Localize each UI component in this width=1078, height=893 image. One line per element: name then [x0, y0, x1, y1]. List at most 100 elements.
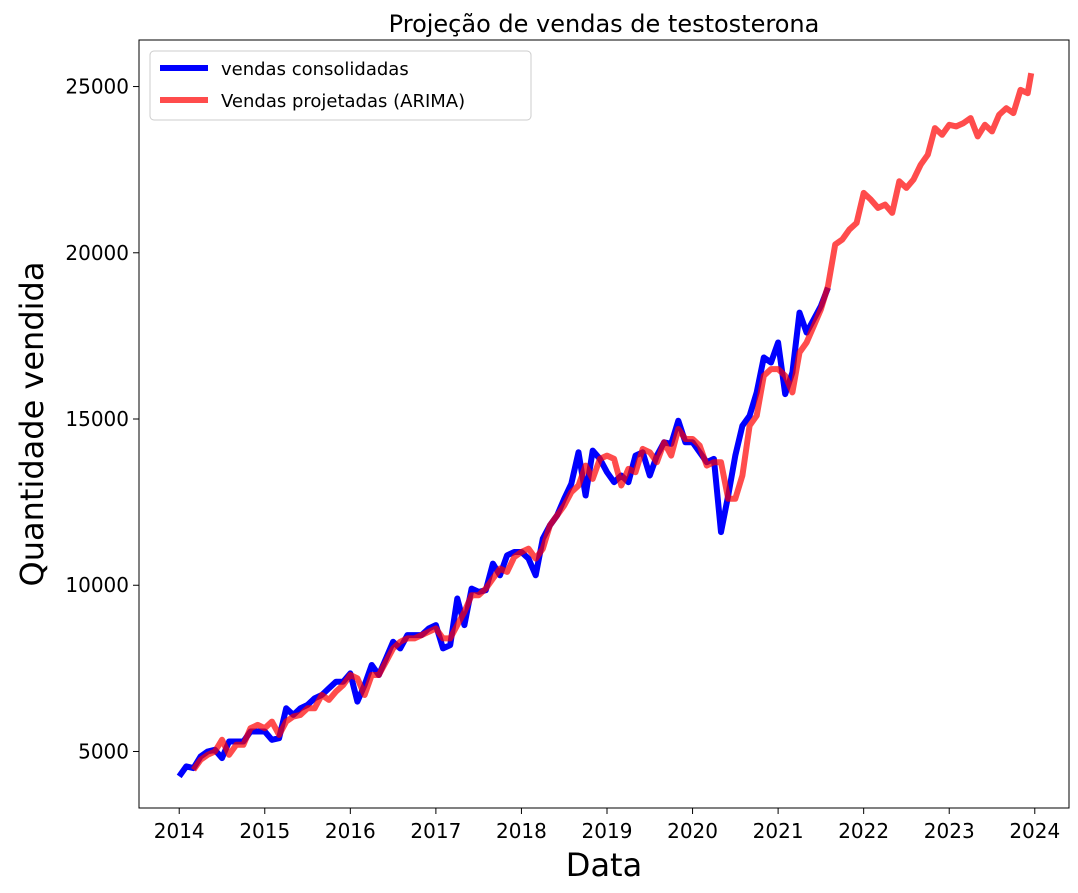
- data-point: [735, 455, 736, 456]
- data-point: [357, 678, 358, 679]
- data-point: [771, 362, 772, 363]
- legend-box: [149, 50, 532, 121]
- data-point: [293, 716, 294, 717]
- data-point: [820, 309, 821, 310]
- data-point: [678, 420, 679, 421]
- data-point: [471, 595, 472, 596]
- data-point: [257, 731, 258, 732]
- data-point: [578, 485, 579, 486]
- data-point: [535, 558, 536, 559]
- data-point: [350, 675, 351, 676]
- data-point: [528, 558, 529, 559]
- y-tick-label: 5000: [78, 739, 129, 763]
- data-point: [678, 429, 679, 430]
- data-point: [328, 688, 329, 689]
- data-point: [393, 641, 394, 642]
- x-tick-label: 2024: [1009, 819, 1060, 843]
- data-point: [778, 342, 779, 343]
- data-point: [514, 552, 515, 553]
- data-point: [264, 728, 265, 729]
- data-point: [507, 555, 508, 556]
- data-point: [514, 557, 515, 558]
- data-point: [243, 744, 244, 745]
- data-point: [649, 475, 650, 476]
- data-point: [963, 123, 964, 124]
- data-point: [635, 472, 636, 473]
- data-point: [599, 458, 600, 459]
- data-point: [614, 482, 615, 483]
- data-point: [507, 571, 508, 572]
- data-point: [999, 114, 1000, 115]
- data-point: [1027, 93, 1028, 94]
- data-point: [457, 625, 458, 626]
- data-point: [300, 708, 301, 709]
- data-point: [321, 695, 322, 696]
- data-point: [443, 638, 444, 639]
- data-point: [592, 478, 593, 479]
- data-point: [585, 495, 586, 496]
- data-point: [799, 352, 800, 353]
- data-point: [685, 439, 686, 440]
- data-point: [186, 766, 187, 767]
- plot-frame: [138, 39, 1070, 809]
- data-point: [214, 751, 215, 752]
- data-point: [257, 724, 258, 725]
- data-point: [542, 548, 543, 549]
- data-point: [699, 445, 700, 446]
- data-point: [336, 681, 337, 682]
- data-point: [649, 452, 650, 453]
- data-point: [813, 325, 814, 326]
- x-tick-label: 2018: [496, 819, 547, 843]
- data-point: [535, 575, 536, 576]
- data-point: [799, 312, 800, 313]
- data-point: [942, 134, 943, 135]
- x-tick-label: 2020: [667, 819, 718, 843]
- data-point: [200, 759, 201, 760]
- x-tick-label: 2015: [239, 819, 290, 843]
- data-point: [464, 611, 465, 612]
- data-point: [378, 675, 379, 676]
- data-point: [906, 187, 907, 188]
- data-point: [671, 455, 672, 456]
- data-point: [207, 754, 208, 755]
- y-axis-ticks: 5000 10000 15000 20000 25000: [65, 75, 139, 763]
- data-point: [628, 482, 629, 483]
- legend-label-vendas-consolidadas: vendas consolidadas: [221, 59, 409, 80]
- data-point: [286, 708, 287, 709]
- x-tick-label: 2021: [753, 819, 804, 843]
- data-point: [870, 199, 871, 200]
- data-point: [749, 425, 750, 426]
- data-point: [229, 741, 230, 742]
- data-point: [735, 498, 736, 499]
- data-point: [371, 675, 372, 676]
- data-point: [564, 505, 565, 506]
- data-point: [371, 665, 372, 666]
- data-point: [428, 631, 429, 632]
- data-point: [179, 776, 180, 777]
- data-point: [279, 734, 280, 735]
- data-point: [336, 691, 337, 692]
- data-point: [920, 164, 921, 165]
- data-point: [642, 448, 643, 449]
- data-point: [856, 222, 857, 223]
- y-axis-label: Quantidade vendida: [13, 262, 51, 587]
- data-point: [485, 588, 486, 589]
- data-point: [992, 131, 993, 132]
- data-point: [771, 369, 772, 370]
- data-point: [742, 475, 743, 476]
- series-line: [191, 72, 1035, 772]
- data-point: [956, 126, 957, 127]
- data-point: [471, 588, 472, 589]
- data-point: [222, 739, 223, 740]
- data-point: [443, 648, 444, 649]
- data-point: [721, 462, 722, 463]
- y-tick-label: 10000: [65, 573, 129, 597]
- data-point: [549, 525, 550, 526]
- data-point: [806, 332, 807, 333]
- data-point: [934, 128, 935, 129]
- data-point: [592, 450, 593, 451]
- data-point: [492, 563, 493, 564]
- data-point: [328, 699, 329, 700]
- data-point: [664, 442, 665, 443]
